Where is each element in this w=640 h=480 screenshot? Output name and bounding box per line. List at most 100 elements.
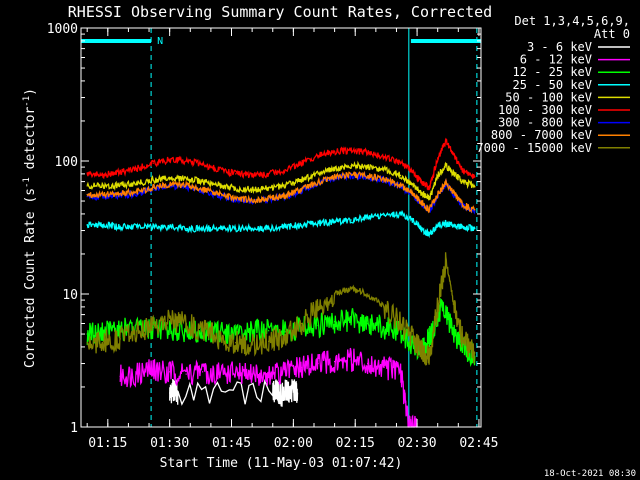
- data-point: [185, 184, 187, 186]
- data-point: [317, 306, 319, 308]
- legend-label-1: 6 - 12 keV: [520, 53, 592, 67]
- data-point: [136, 167, 138, 169]
- data-point: [235, 228, 237, 230]
- data-point: [420, 228, 422, 230]
- data-point: [334, 293, 336, 295]
- data-point: [119, 327, 121, 330]
- series-line-4: [86, 160, 476, 201]
- data-point: [437, 193, 439, 196]
- data-point: [383, 326, 385, 329]
- data-point: [268, 199, 270, 201]
- data-point: [86, 193, 88, 196]
- series-line-2: [86, 297, 476, 368]
- x-axis: 01:15 01:30 01:45 02:00 02:15 02:30 02:45: [86, 28, 499, 451]
- data-point: [251, 331, 253, 333]
- data-point: [169, 329, 171, 331]
- data-point: [152, 326, 154, 329]
- data-point: [152, 323, 154, 326]
- data-point: [400, 161, 402, 163]
- data-point: [317, 324, 319, 327]
- data-point: [218, 193, 220, 196]
- data-point: [235, 198, 237, 200]
- y-tick-label: 100: [55, 155, 78, 170]
- data-point: [350, 287, 352, 290]
- data-point: [334, 321, 336, 323]
- data-point: [383, 178, 385, 180]
- data-point: [235, 199, 237, 201]
- data-point: [169, 177, 171, 179]
- x-tick-label: 02:45: [459, 436, 498, 451]
- data-point: [445, 259, 447, 261]
- data-point: [453, 192, 455, 195]
- data-point: [461, 204, 463, 206]
- data-point: [136, 182, 138, 184]
- data-point: [268, 228, 270, 230]
- data-point: [185, 331, 187, 333]
- data-point: [86, 224, 88, 226]
- legend-header-line-2: Att 0: [594, 27, 630, 41]
- data-point: [334, 176, 336, 178]
- series-line-3: [86, 209, 476, 239]
- data-point: [86, 173, 88, 175]
- data-point: [412, 192, 414, 195]
- data-point: [301, 162, 303, 164]
- data-point: [367, 322, 369, 325]
- data-point: [437, 224, 439, 226]
- data-point: [383, 366, 385, 369]
- data-point: [437, 157, 439, 159]
- data-point: [453, 224, 455, 226]
- data-point: [202, 181, 204, 183]
- data-point: [334, 361, 336, 363]
- series-7: [86, 170, 476, 214]
- data-point: [86, 185, 88, 187]
- data-point: [428, 188, 431, 190]
- data-point: [428, 198, 431, 200]
- data-point: [152, 179, 154, 181]
- data-point: [103, 174, 105, 176]
- data-point: [301, 224, 303, 226]
- data-point: [169, 159, 171, 161]
- series-line-7: [86, 170, 476, 214]
- data-point: [367, 175, 369, 177]
- data-point: [284, 335, 286, 337]
- legend-label-6: 300 - 800 keV: [498, 116, 592, 130]
- data-point: [367, 166, 369, 168]
- x-tick-label: 02:30: [398, 436, 437, 451]
- data-point: [235, 342, 237, 344]
- data-point: [461, 338, 463, 340]
- data-point: [474, 210, 476, 212]
- data-point: [437, 174, 439, 176]
- data-point: [103, 185, 105, 187]
- data-point: [103, 196, 105, 198]
- data-point: [317, 362, 319, 365]
- data-point: [268, 340, 270, 342]
- data-point: [119, 192, 121, 195]
- series-5: [86, 137, 476, 191]
- data-point: [119, 184, 121, 186]
- data-point: [474, 352, 476, 354]
- series-line-8: [86, 252, 476, 367]
- legend-label-5: 100 - 300 keV: [498, 103, 592, 117]
- data-point: [412, 338, 414, 340]
- data-point: [276, 389, 278, 391]
- data-point: [136, 190, 138, 193]
- data-point: [202, 228, 204, 230]
- legend-label-3: 25 - 50 keV: [513, 78, 592, 92]
- y-tick-label: 10: [62, 288, 78, 303]
- data-point: [383, 306, 385, 308]
- data-point: [420, 191, 422, 194]
- data-point: [301, 366, 303, 369]
- data-point: [218, 337, 220, 339]
- data-point: [457, 339, 459, 341]
- data-point: [383, 156, 385, 158]
- data-point: [202, 330, 204, 332]
- legend-label-2: 12 - 25 keV: [513, 65, 592, 79]
- series-line-1: [119, 347, 418, 428]
- data-point: [317, 154, 319, 157]
- legend-label-8: 7000 - 15000 keV: [476, 141, 592, 155]
- data-point: [185, 228, 187, 230]
- data-point: [400, 184, 402, 186]
- data-point: [367, 293, 369, 295]
- data-point: [412, 184, 414, 186]
- x-tick-label: 02:00: [274, 436, 313, 451]
